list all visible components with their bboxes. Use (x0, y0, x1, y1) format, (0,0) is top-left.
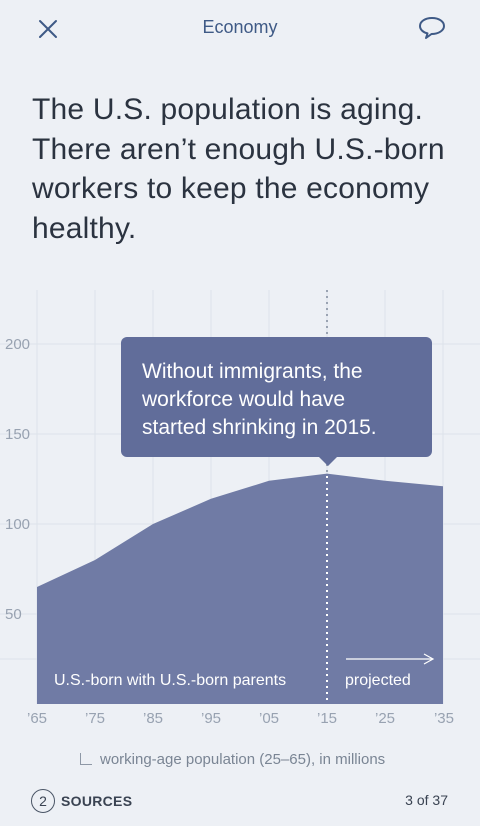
projected-arrow (346, 653, 435, 665)
section-title: Economy (202, 17, 278, 37)
chart-area-us-born (37, 473, 443, 704)
x-tick-label: ’35 (434, 710, 454, 727)
callout-line-3: started shrinking in 2015. (142, 416, 377, 439)
comment-button[interactable] (414, 10, 450, 46)
x-tick-label: ’95 (201, 710, 221, 727)
callout-pointer (318, 456, 338, 466)
x-tick-label: ’05 (259, 710, 279, 727)
x-tick-label: ’15 (317, 710, 337, 727)
sources-count: 2 (31, 789, 55, 813)
projected-label: projected (345, 672, 411, 689)
caption-text: working-age population (25–65), in milli… (100, 751, 386, 768)
x-tick-label: ’85 (143, 710, 163, 727)
y-tick-label: 50 (5, 606, 22, 623)
x-tick-label: ’25 (375, 710, 395, 727)
series-label: U.S.-born with U.S.-born parents (54, 672, 286, 689)
callout-box (121, 337, 432, 457)
sources-button[interactable]: 2 SOURCES (31, 788, 132, 814)
close-button[interactable] (30, 12, 66, 44)
workforce-chart: 50 100 150 200 ’65 ’75 ’85 ’95 ’05 ’15 ’25 ’35 U.S… (0, 290, 480, 727)
y-tick-label: 100 (5, 516, 30, 533)
corner-icon (80, 753, 92, 765)
annotation-callout: Without immigrants, the workforce would … (121, 337, 432, 466)
comment-icon (419, 17, 445, 39)
top-bar: Economy (0, 0, 480, 56)
y-tick-label: 200 (5, 336, 30, 353)
callout-line-1: Without immigrants, the (142, 360, 363, 383)
x-tick-label: ’75 (85, 710, 105, 727)
sources-label: SOURCES (61, 793, 133, 809)
footer: 2 SOURCES 3 of 37 (0, 780, 480, 820)
page-counter: 3 of 37 (405, 792, 448, 808)
callout-line-2: workforce would have (141, 388, 345, 411)
x-tick-label: ’65 (27, 710, 47, 727)
headline: The U.S. population is aging. There aren… (32, 93, 445, 245)
chart-caption: working-age population (25–65), in milli… (80, 751, 385, 768)
close-icon (39, 20, 57, 38)
y-tick-label: 150 (5, 426, 30, 443)
